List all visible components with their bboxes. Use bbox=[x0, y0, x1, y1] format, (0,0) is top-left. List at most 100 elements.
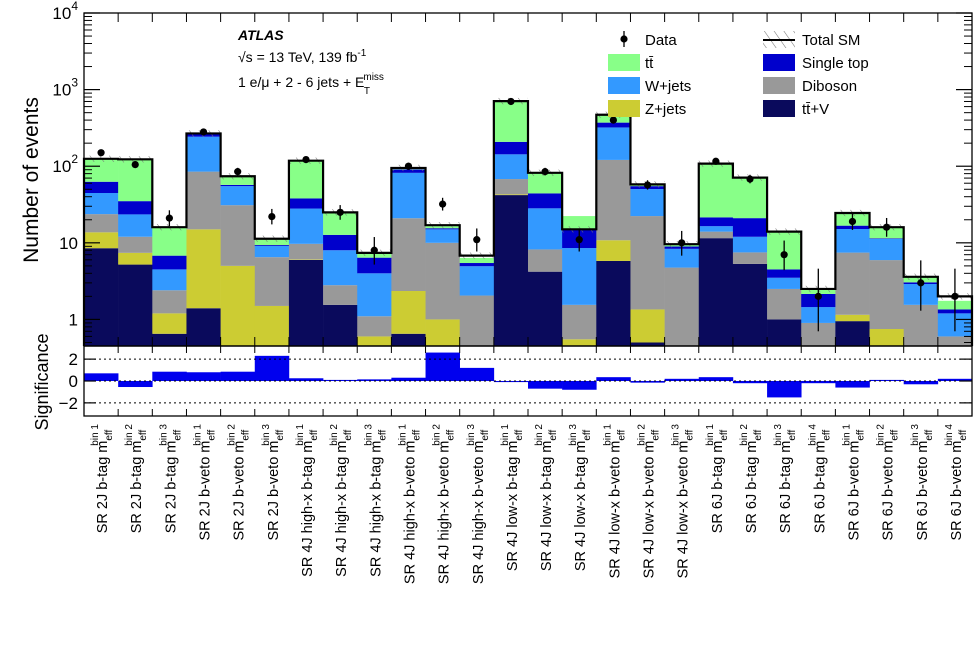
bar-segment-2 bbox=[288, 259, 324, 260]
bar-segment-4 bbox=[152, 269, 187, 291]
significance-bar bbox=[596, 377, 631, 381]
data-point bbox=[439, 200, 447, 208]
data-point bbox=[609, 116, 617, 124]
category-label: SR 4J low-x b-veto meffbin 1 bbox=[602, 424, 627, 579]
legend-label: Diboson bbox=[802, 78, 857, 95]
significance-bars bbox=[84, 352, 973, 398]
bar-segment-3 bbox=[152, 290, 187, 314]
bar-segment-6 bbox=[152, 227, 187, 256]
bar-segment-2 bbox=[254, 305, 290, 346]
legend-label: tt̄+V bbox=[802, 101, 829, 118]
legend-entry: Diboson bbox=[763, 77, 857, 95]
significance-bar bbox=[835, 381, 870, 388]
bar-segment-4 bbox=[357, 273, 392, 317]
bar-segment-4 bbox=[664, 248, 700, 268]
y-tick-label: 1 bbox=[69, 310, 78, 329]
legend-label: Single top bbox=[802, 55, 869, 72]
significance-bar bbox=[118, 381, 153, 388]
legend-entry: tt̄ bbox=[608, 54, 654, 72]
bar-segment-3 bbox=[528, 249, 563, 272]
category-label: SR 6J b-veto meffbin 4 bbox=[944, 424, 969, 541]
bar-segment-2 bbox=[118, 252, 153, 265]
category-label: SR 4J high-x b-veto meffbin 2 bbox=[432, 424, 457, 585]
significance-bar bbox=[562, 381, 597, 390]
bar-segment-5 bbox=[288, 198, 324, 209]
bar-segment-4 bbox=[391, 172, 426, 219]
data-point bbox=[131, 160, 139, 169]
bar-segment-3 bbox=[288, 243, 324, 260]
bar-segment-4 bbox=[254, 245, 290, 258]
category-label: SR 6J b-tag meffbin 3 bbox=[773, 424, 798, 534]
bar-segment-3 bbox=[220, 205, 256, 266]
bar-segment-5 bbox=[493, 141, 529, 155]
legend-color-swatch bbox=[763, 54, 795, 71]
data-points bbox=[97, 97, 959, 332]
category-label: SR 6J b-tag meffbin 1 bbox=[705, 424, 730, 534]
data-point bbox=[712, 157, 720, 165]
significance-bar bbox=[84, 373, 119, 381]
bar-segment-5 bbox=[84, 181, 119, 194]
category-label: SR 4J high-x b-tag meffbin 3 bbox=[363, 424, 388, 577]
bar-segment-4 bbox=[528, 208, 563, 250]
bar-segment-6 bbox=[698, 163, 734, 218]
bar-segment-6 bbox=[732, 177, 768, 219]
significance-bar bbox=[459, 367, 495, 382]
legend-color-swatch bbox=[608, 100, 640, 117]
data-point bbox=[643, 181, 652, 189]
significance-bar bbox=[698, 377, 734, 381]
y-tick-label: 10 bbox=[59, 234, 78, 253]
significance-bar bbox=[425, 352, 460, 381]
significance-bar bbox=[732, 381, 768, 384]
category-label: SR 6J b-tag meffbin 2 bbox=[739, 424, 764, 534]
bar-segment-5 bbox=[254, 245, 290, 246]
legend-label: W+jets bbox=[645, 78, 691, 95]
significance-bar bbox=[220, 371, 256, 381]
data-point bbox=[746, 175, 754, 183]
legend-entry: Single top bbox=[763, 54, 869, 72]
bar-segment-5 bbox=[767, 269, 802, 278]
bar-segment-4 bbox=[562, 248, 597, 305]
bar-segment-2 bbox=[357, 336, 392, 346]
category-label: SR 2J b-tag meffbin 2 bbox=[124, 424, 149, 534]
selection-label: 1 e/μ + 2 - 6 jets + Emiss T bbox=[238, 72, 384, 97]
bar-segment-2 bbox=[425, 319, 460, 346]
significance-bar bbox=[869, 379, 904, 381]
bar-segment-3 bbox=[323, 285, 358, 305]
legend-entry: Data bbox=[620, 31, 677, 49]
bar-segment-6 bbox=[288, 160, 324, 199]
bar-segment-5 bbox=[220, 184, 256, 187]
data-point bbox=[507, 97, 515, 106]
bar-segment-5 bbox=[869, 238, 904, 239]
data-point bbox=[780, 251, 788, 259]
legend-entry: Total SM bbox=[763, 31, 860, 49]
bar-segment-4 bbox=[869, 238, 904, 261]
bar-segment-2 bbox=[835, 314, 870, 322]
category-label: SR 4J low-x b-tag meffbin 3 bbox=[568, 424, 593, 572]
bar-segment-4 bbox=[732, 236, 768, 253]
significance-bar bbox=[801, 381, 836, 384]
bar-segment-5 bbox=[118, 201, 153, 215]
bar-segment-3 bbox=[801, 322, 836, 346]
bar-segment-1 bbox=[630, 342, 665, 346]
lumi-label: √s = 13 TeV, 139 fb-1 bbox=[238, 48, 367, 65]
bar-segment-1 bbox=[528, 271, 563, 346]
significance-bar bbox=[254, 355, 290, 381]
category-label: SR 4J low-x b-tag meffbin 1 bbox=[500, 424, 525, 572]
significance-bar bbox=[323, 379, 358, 381]
bar-segment-1 bbox=[152, 333, 187, 346]
bar-segment-2 bbox=[186, 229, 221, 309]
bar-segment-6 bbox=[459, 257, 495, 264]
data-point bbox=[199, 128, 208, 136]
bar-segment-4 bbox=[186, 136, 221, 172]
y-axis-label: Number of events bbox=[20, 97, 43, 263]
bar-segment-3 bbox=[425, 242, 460, 320]
bar-segment-6 bbox=[562, 216, 597, 229]
category-label: SR 4J high-x b-veto meffbin 3 bbox=[466, 424, 491, 585]
legend: Data Total SM tt̄ Single top W+jets Diboson Z+… bbox=[608, 31, 869, 118]
bar-segment-3 bbox=[698, 231, 734, 239]
data-point bbox=[951, 292, 959, 300]
significance-bar bbox=[357, 379, 392, 381]
data-point bbox=[814, 292, 822, 300]
bar-segment-3 bbox=[254, 257, 290, 306]
category-label: SR 2J b-veto meffbin 2 bbox=[227, 424, 252, 541]
